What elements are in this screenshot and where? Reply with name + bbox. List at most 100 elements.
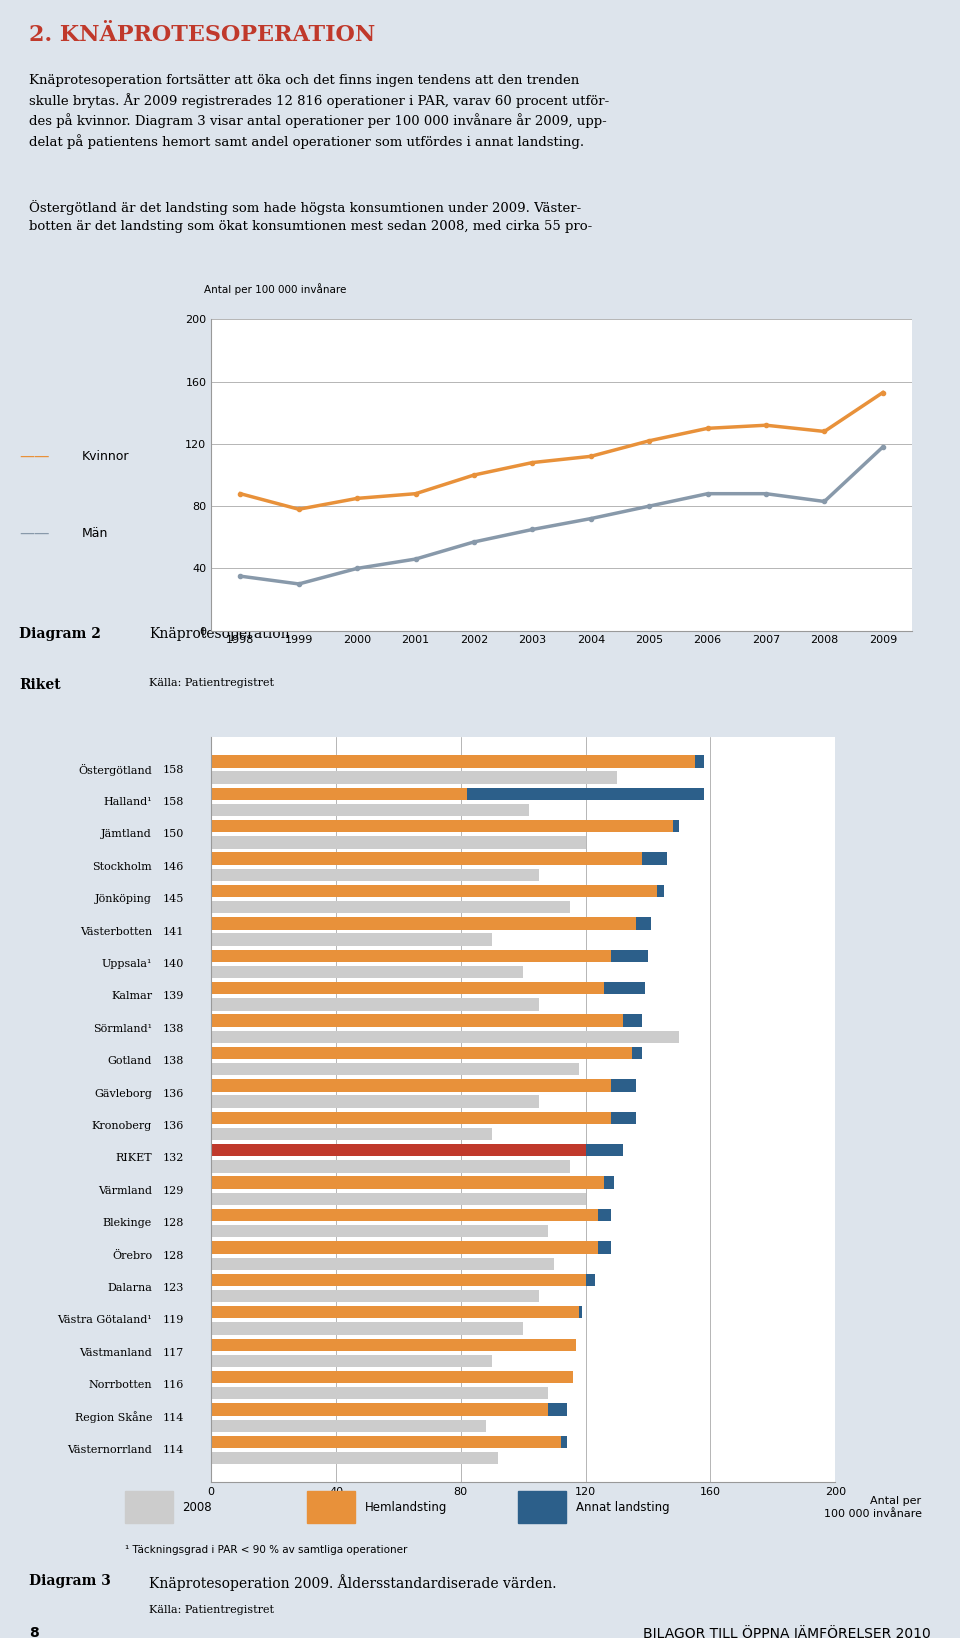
Bar [211,1160,570,1173]
Text: Värmland: Värmland [98,1186,152,1196]
Text: Stockholm: Stockholm [92,862,152,871]
Bar [211,1420,486,1432]
Bar [211,983,605,994]
Text: Gotland: Gotland [108,1057,152,1066]
Text: 136: 136 [162,1120,183,1130]
Bar [125,1491,173,1523]
Text: Diagram 3: Diagram 3 [29,1574,110,1589]
Bar [211,1338,576,1351]
Text: 146: 146 [162,862,183,871]
Text: 2008: 2008 [182,1500,212,1514]
Bar [211,1371,573,1382]
Bar [605,1176,613,1189]
Text: 123: 123 [162,1283,183,1292]
Bar [211,1129,492,1140]
Bar [211,788,467,799]
Text: 119: 119 [162,1315,183,1325]
Bar [211,1451,498,1464]
Text: 8: 8 [29,1627,38,1638]
Bar [641,852,666,865]
Text: 129: 129 [162,1186,183,1196]
Text: ¹ Täckningsgrad i PAR < 90 % av samtliga operationer: ¹ Täckningsgrad i PAR < 90 % av samtliga… [125,1545,407,1554]
Text: Örebro: Örebro [112,1250,152,1261]
Bar [211,917,636,930]
Bar [211,1322,523,1335]
Bar [633,1047,641,1060]
Bar [211,771,616,783]
Text: 136: 136 [162,1089,183,1099]
Text: Källa: Patientregistret: Källa: Patientregistret [149,1605,274,1615]
Text: Diagram 2: Diagram 2 [19,627,101,640]
Bar [211,1225,548,1237]
Text: Kvinnor: Kvinnor [82,450,129,464]
Bar [211,1143,586,1156]
Text: Knäprotesoperation 2009. Åldersstandardiserade värden.: Knäprotesoperation 2009. Åldersstandardi… [149,1574,556,1590]
Text: Riket: Riket [19,678,60,693]
Text: 158: 158 [162,765,183,775]
Text: ——: —— [19,526,50,541]
Bar [636,917,651,930]
Bar [211,950,611,962]
Text: Knäprotesoperation: Knäprotesoperation [149,627,289,640]
Bar [211,1079,611,1091]
Bar [611,1079,636,1091]
Bar [211,1387,548,1399]
Bar [467,788,704,799]
Bar [695,755,704,768]
Text: Män: Män [82,527,108,541]
Bar [211,901,570,914]
Bar [658,885,663,898]
Text: Västmanland: Västmanland [80,1348,152,1358]
Bar [211,868,539,881]
Text: ——: —— [19,449,50,464]
Bar [598,1242,611,1253]
Text: Antal per 100 000 invånare: Antal per 100 000 invånare [204,283,347,295]
Bar [598,1209,611,1222]
Text: 140: 140 [162,958,183,970]
Bar [211,1305,580,1319]
Bar [211,1030,680,1043]
Bar [211,1014,623,1027]
Text: Region Skåne: Region Skåne [75,1412,152,1423]
Bar [518,1491,566,1523]
Bar [211,1242,598,1253]
Bar [211,755,695,768]
Text: 128: 128 [162,1250,183,1261]
Bar [211,1047,633,1060]
Text: 116: 116 [162,1381,183,1391]
Text: 114: 114 [162,1445,183,1455]
Bar [605,983,645,994]
Bar [211,804,530,816]
Text: RIKET: RIKET [115,1153,152,1163]
Text: Jönköping: Jönköping [95,894,152,904]
Text: Annat landsting: Annat landsting [576,1500,670,1514]
Bar [211,1063,580,1076]
Text: Knäprotesoperation fortsätter att öka och det finns ingen tendens att den trende: Knäprotesoperation fortsätter att öka oc… [29,74,609,149]
Bar [586,1274,595,1286]
Bar [211,1355,492,1368]
Bar [548,1404,567,1415]
Bar [211,1096,539,1107]
Bar [673,821,680,832]
Bar [623,1014,641,1027]
Text: 138: 138 [162,1024,183,1034]
Text: Gävleborg: Gävleborg [94,1089,152,1099]
Text: Norrbotten: Norrbotten [88,1381,152,1391]
Text: Kronoberg: Kronoberg [92,1120,152,1130]
Text: 139: 139 [162,991,183,1001]
Text: Kalmar: Kalmar [111,991,152,1001]
Text: 128: 128 [162,1219,183,1228]
Bar [211,1258,555,1269]
Text: 150: 150 [162,829,183,839]
Text: 132: 132 [162,1153,183,1163]
Bar [211,966,523,978]
Bar [211,1437,561,1448]
Text: Dalarna: Dalarna [108,1283,152,1292]
Text: 138: 138 [162,1057,183,1066]
Bar [211,1112,611,1124]
Bar [211,885,658,898]
Bar [611,1112,636,1124]
Bar [211,1404,548,1415]
Text: Halland¹: Halland¹ [104,798,152,808]
Text: Västra Götaland¹: Västra Götaland¹ [58,1315,152,1325]
